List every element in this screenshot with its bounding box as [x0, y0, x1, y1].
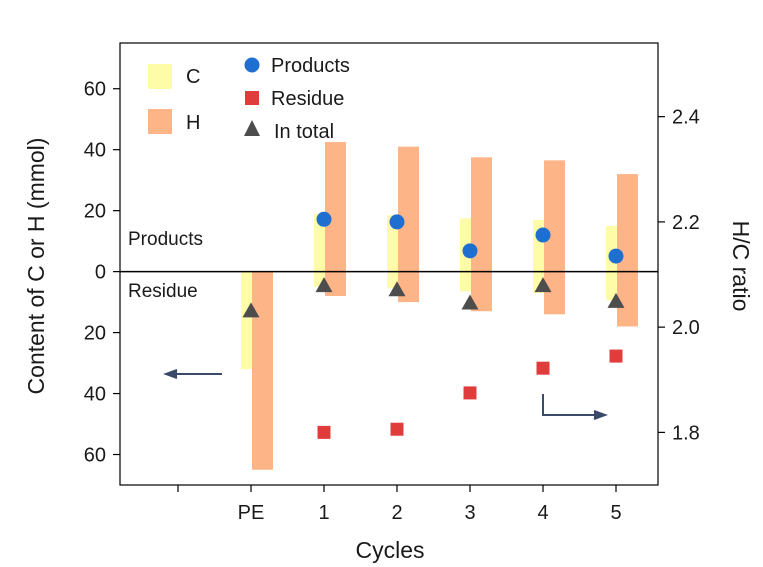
bar-layer — [241, 142, 638, 470]
x-tick-label: 4 — [537, 502, 548, 524]
point-products-1 — [316, 211, 332, 227]
region-label-products: Products — [128, 229, 203, 250]
point-in-total-pe — [242, 302, 260, 318]
bar-h-4 — [544, 160, 565, 315]
x-tick-label: 5 — [610, 502, 621, 524]
y-tick-label: 20 — [84, 201, 106, 223]
legend-label-products: Products — [271, 55, 350, 77]
x-axis-title: Cycles — [355, 537, 424, 563]
point-products-3 — [462, 243, 478, 259]
point-in-total-1 — [315, 277, 333, 293]
legend: C H Products Residue In total — [148, 55, 350, 143]
legend-swatch-h — [148, 109, 172, 134]
point-residue-1 — [317, 425, 331, 439]
point-in-total-2 — [388, 281, 406, 297]
point-residue-4 — [536, 361, 550, 375]
y-tick-label: 60 — [84, 445, 106, 467]
x-tick-label: 2 — [391, 502, 402, 524]
y-tick-label: 40 — [84, 384, 106, 406]
y2-tick-label: 2.0 — [672, 317, 700, 339]
point-in-total-3 — [461, 294, 479, 310]
y-tick-label: 0 — [95, 262, 106, 284]
region-label-residue: Residue — [128, 281, 198, 302]
legend-marker-products — [244, 57, 260, 73]
left-axis-ticks: 60 40 20 0 20 40 60 — [84, 79, 120, 467]
bar-h-3 — [471, 157, 492, 312]
legend-label-residue: Residue — [271, 88, 344, 110]
legend-label-in-total: In total — [274, 121, 334, 143]
bar-h-pe — [252, 271, 273, 470]
y2-tick-label: 1.8 — [672, 422, 700, 444]
x-tick-label: 3 — [464, 502, 475, 524]
right-axis-ticks: 2.4 2.2 2.0 1.8 — [658, 107, 700, 444]
legend-swatch-c — [148, 64, 172, 89]
point-in-total-4 — [534, 277, 552, 293]
x-tick-label: 1 — [318, 502, 329, 524]
point-residue-5 — [609, 349, 623, 363]
y-axis-title: Content of C or H (mmol) — [23, 138, 49, 395]
legend-marker-residue — [245, 91, 259, 105]
bar-h-2 — [398, 146, 419, 303]
legend-label-h: H — [186, 112, 200, 134]
point-residue-3 — [463, 386, 477, 400]
y2-axis-title: H/C ratio — [728, 221, 754, 312]
point-layer — [242, 211, 625, 439]
bar-h-5 — [617, 174, 638, 327]
x-axis-ticks: PE 1 2 3 4 5 — [177, 485, 622, 524]
point-residue-2 — [390, 422, 404, 436]
y2-tick-label: 2.2 — [672, 212, 700, 234]
arrow-to-left-axis — [163, 369, 222, 379]
y-tick-label: 60 — [84, 79, 106, 101]
legend-marker-in-total — [244, 120, 260, 136]
y-tick-label: 40 — [84, 140, 106, 162]
point-products-5 — [608, 248, 624, 264]
point-products-2 — [389, 214, 405, 230]
y-tick-label: 20 — [84, 323, 106, 345]
arrow-to-right-axis — [542, 394, 608, 420]
point-products-4 — [535, 227, 551, 243]
legend-label-c: C — [186, 66, 200, 88]
bar-h-1 — [325, 142, 346, 297]
plot-frame — [119, 42, 659, 486]
y2-tick-label: 2.4 — [672, 107, 700, 129]
point-in-total-5 — [607, 292, 625, 308]
x-tick-label: PE — [238, 502, 265, 524]
